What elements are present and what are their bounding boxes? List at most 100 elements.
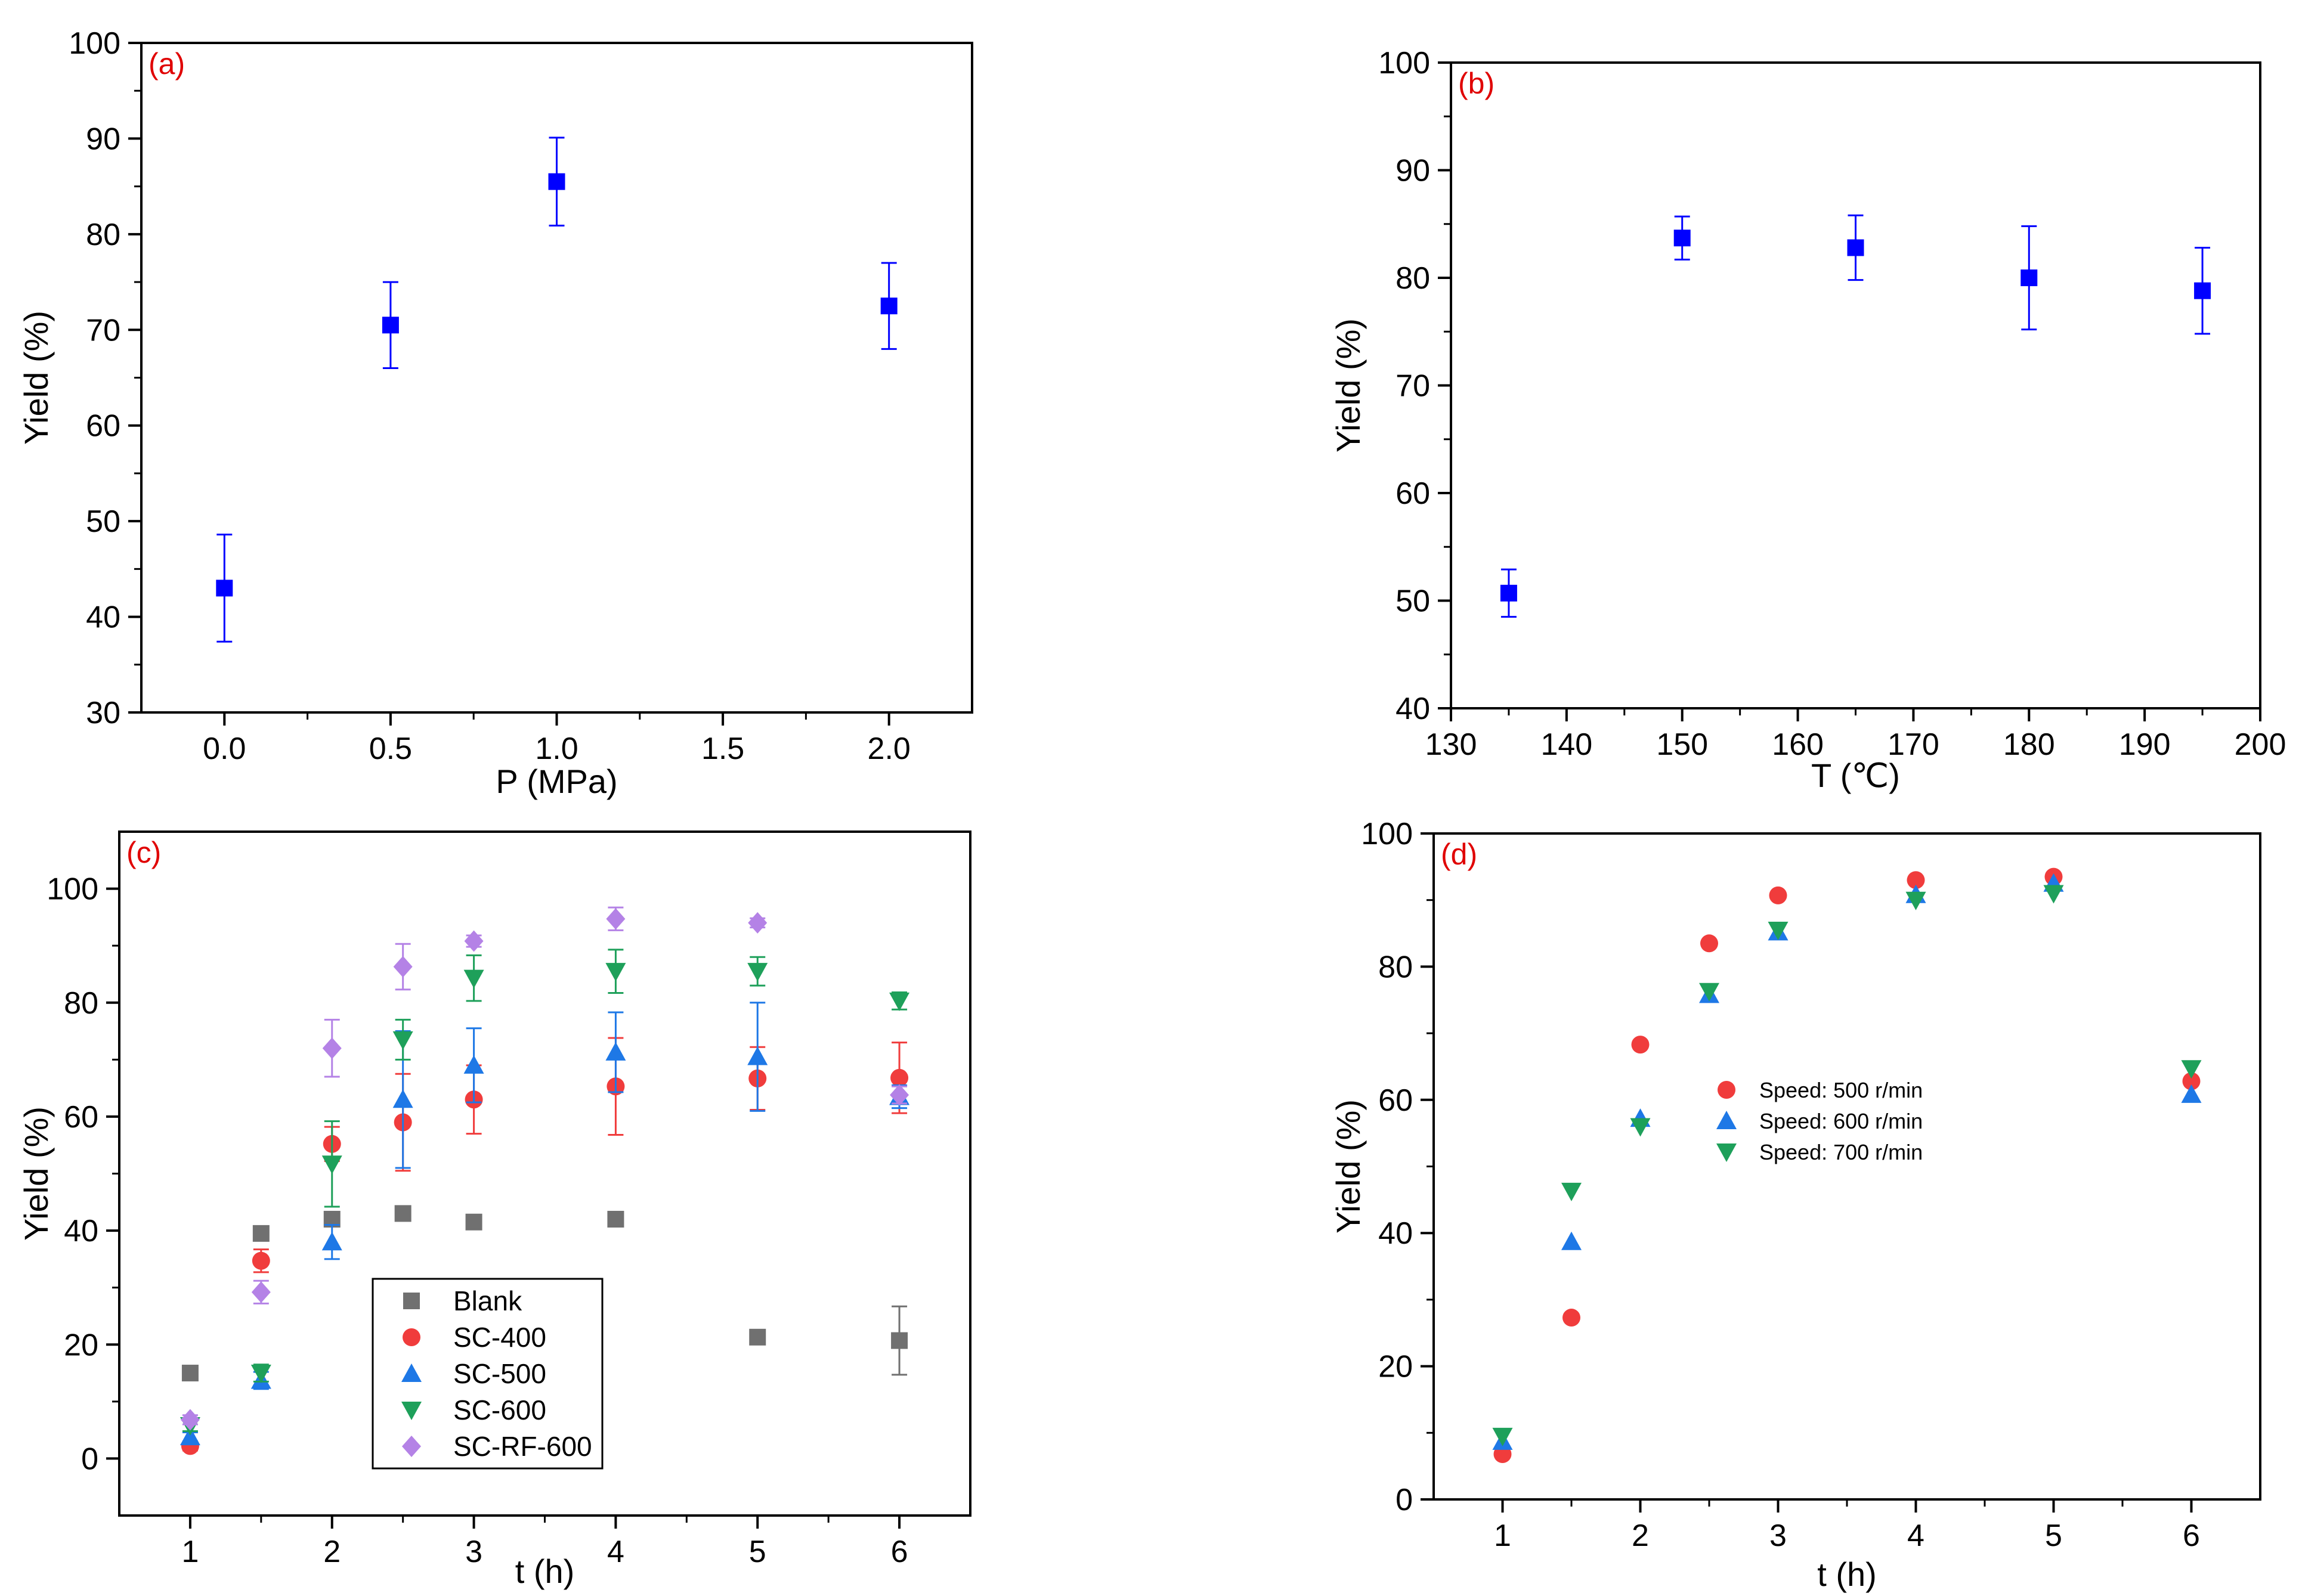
data-point (1631, 1036, 1650, 1054)
x-tick-label: 150 (1656, 727, 1708, 762)
panel-label: (c) (126, 836, 161, 869)
y-axis-title: Yield (%) (1329, 1099, 1367, 1234)
y-tick-label: 90 (86, 122, 120, 156)
plot-frame (1432, 832, 2261, 1501)
legend-marker (401, 1402, 422, 1420)
data-point (322, 1037, 342, 1059)
series-yield (1500, 214, 2211, 618)
data-point (180, 1427, 200, 1446)
x-tick-label: 4 (607, 1535, 624, 1569)
y-tick-label: 0 (81, 1442, 98, 1476)
data-point (382, 317, 399, 334)
data-point (181, 1365, 199, 1382)
y-tick-label: 40 (86, 600, 120, 635)
x-tick-label: 170 (1888, 727, 1939, 762)
series-speed-500-r-min (1493, 867, 2201, 1464)
data-point (1768, 921, 1789, 940)
data-point (1561, 1182, 1582, 1201)
data-point (891, 1332, 908, 1349)
data-point (394, 1205, 411, 1222)
data-point (749, 1328, 766, 1346)
x-axis-title: t (h) (1817, 1555, 1877, 1593)
data-point (1562, 1309, 1580, 1327)
legend-marker (403, 1328, 420, 1346)
data-point (548, 173, 565, 190)
data-point (2043, 885, 2064, 904)
x-tick-label: 2 (323, 1535, 341, 1569)
data-point (252, 1225, 270, 1242)
y-tick-label: 60 (1378, 1083, 1413, 1118)
x-tick-label: 1 (1494, 1518, 1511, 1553)
data-point (393, 956, 413, 978)
x-tick-label: 2 (1632, 1518, 1649, 1553)
y-tick-label: 100 (69, 26, 120, 61)
y-tick-label: 100 (1361, 817, 1413, 851)
y-tick-label: 60 (1396, 476, 1430, 511)
x-tick-label: 0.5 (369, 732, 412, 766)
y-tick-label: 80 (86, 218, 120, 252)
series-speed-700-r-min (1492, 885, 2202, 1446)
x-tick-label: 1.0 (535, 732, 578, 766)
legend-label: Speed: 500 r/min (1759, 1078, 1923, 1102)
data-point (1673, 230, 1691, 247)
data-point (464, 930, 484, 952)
legend-label: Speed: 600 r/min (1759, 1109, 1923, 1133)
y-tick-label: 40 (1396, 692, 1430, 726)
legend-marker (403, 1293, 420, 1309)
legend-marker (401, 1363, 422, 1382)
legend: Blank SC-400 SC-500 SC-600 SC-RF-600 (372, 1278, 604, 1470)
data-point (748, 912, 768, 934)
series-sc-rf-600 (180, 906, 909, 1431)
x-axis-title: P (MPa) (496, 763, 617, 800)
x-tick-label: 5 (2045, 1518, 2062, 1553)
legend-label: SC-500 (453, 1358, 546, 1389)
data-point (463, 1055, 484, 1074)
x-tick-label: 130 (1425, 727, 1477, 762)
y-tick-label: 30 (86, 696, 120, 730)
data-point (1699, 983, 1719, 1002)
data-point (251, 1281, 271, 1303)
x-tick-label: 4 (1907, 1518, 1924, 1553)
chart-panel-a: 0.0 0.5 1.0 1.5 2.0 30 40 50 60 70 80 90 100 P (MPa) Y… (17, 26, 973, 800)
legend-label: Speed: 700 r/min (1759, 1140, 1923, 1164)
panel-label: (a) (148, 47, 185, 80)
data-point (1630, 1118, 1651, 1137)
data-point (747, 963, 768, 982)
data-point (605, 1042, 626, 1061)
series-blank (181, 1205, 908, 1382)
y-tick-label: 50 (86, 504, 120, 539)
data-point (321, 1232, 342, 1251)
legend-label: SC-RF-600 (453, 1431, 592, 1462)
data-point (392, 1089, 413, 1108)
data-point (890, 1084, 909, 1106)
data-point (890, 1068, 909, 1087)
panel-label: (d) (1441, 838, 1477, 871)
y-tick-label: 70 (1396, 369, 1430, 404)
x-tick-label: 6 (891, 1535, 908, 1569)
data-point (747, 1046, 768, 1065)
data-point (2182, 1072, 2201, 1090)
x-tick-label: 6 (2183, 1518, 2200, 1553)
x-tick-label: 200 (2235, 727, 2286, 762)
legend-marker (1716, 1143, 1737, 1162)
x-tick-label: 1 (181, 1535, 199, 1569)
y-tick-label: 60 (86, 409, 120, 444)
data-point (880, 297, 898, 315)
series-yield (216, 137, 898, 643)
data-point (465, 1213, 482, 1231)
data-point (2181, 1084, 2202, 1103)
data-point (605, 963, 626, 982)
y-tick-label: 80 (64, 986, 98, 1021)
x-tick-label: 1.5 (701, 732, 744, 766)
data-point (1700, 934, 1718, 953)
y-tick-label: 20 (1378, 1350, 1413, 1384)
data-point (1847, 239, 1864, 256)
data-point (1907, 871, 1925, 890)
y-tick-label: 70 (86, 313, 120, 348)
y-tick-label: 80 (1378, 950, 1413, 984)
data-point (889, 992, 910, 1011)
data-point (607, 1210, 624, 1228)
data-point (606, 908, 626, 930)
